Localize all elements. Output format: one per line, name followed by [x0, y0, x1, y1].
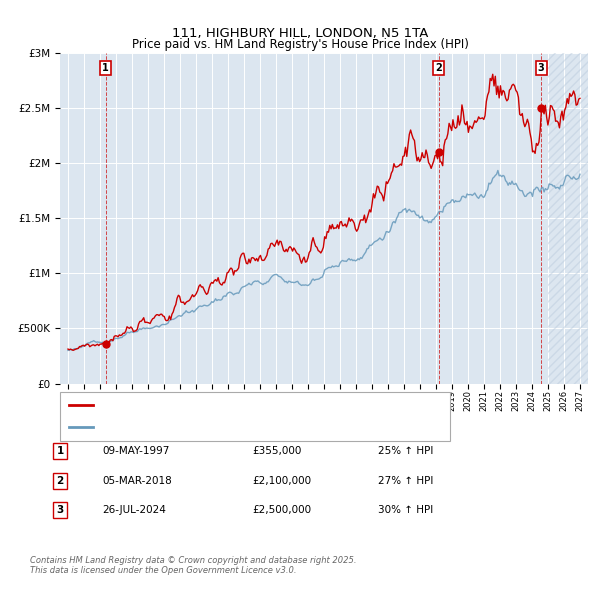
Text: 26-JUL-2024: 26-JUL-2024: [102, 506, 166, 515]
Text: 09-MAY-1997: 09-MAY-1997: [102, 447, 169, 456]
Text: 111, HIGHBURY HILL, LONDON, N5 1TA (detached house): 111, HIGHBURY HILL, LONDON, N5 1TA (deta…: [99, 401, 395, 410]
Text: 3: 3: [538, 63, 544, 73]
Text: Contains HM Land Registry data © Crown copyright and database right 2025.
This d: Contains HM Land Registry data © Crown c…: [30, 556, 356, 575]
Text: £2,500,000: £2,500,000: [252, 506, 311, 515]
Text: HPI: Average price, detached house, Islington: HPI: Average price, detached house, Isli…: [99, 422, 337, 431]
Text: Price paid vs. HM Land Registry's House Price Index (HPI): Price paid vs. HM Land Registry's House …: [131, 38, 469, 51]
Text: 3: 3: [56, 506, 64, 515]
Text: 1: 1: [56, 447, 64, 456]
Text: £2,100,000: £2,100,000: [252, 476, 311, 486]
Text: £355,000: £355,000: [252, 447, 301, 456]
Text: 05-MAR-2018: 05-MAR-2018: [102, 476, 172, 486]
Text: 111, HIGHBURY HILL, LONDON, N5 1TA: 111, HIGHBURY HILL, LONDON, N5 1TA: [172, 27, 428, 40]
Text: 1: 1: [103, 63, 109, 73]
Bar: [548, 53, 588, 384]
Text: 2: 2: [436, 63, 442, 73]
Text: 25% ↑ HPI: 25% ↑ HPI: [378, 447, 433, 456]
Text: 2: 2: [56, 476, 64, 486]
Text: 30% ↑ HPI: 30% ↑ HPI: [378, 506, 433, 515]
Text: 27% ↑ HPI: 27% ↑ HPI: [378, 476, 433, 486]
